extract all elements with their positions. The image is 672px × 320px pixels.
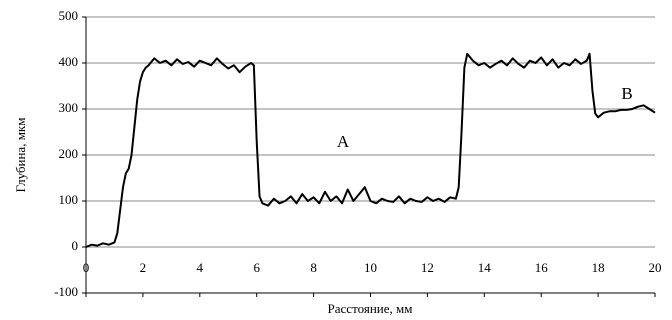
x-tick-label: 20 xyxy=(649,260,662,275)
x-tick-label: 0 xyxy=(83,260,90,275)
x-axis-label: Расстояние, мм xyxy=(328,301,413,316)
y-tick-label: 500 xyxy=(59,8,79,23)
x-tick-label: 2 xyxy=(140,260,147,275)
annotation: A xyxy=(337,132,350,151)
x-tick-label: 18 xyxy=(592,260,605,275)
x-tick-label: 10 xyxy=(364,260,377,275)
y-tick-label: -100 xyxy=(54,284,78,299)
y-tick-label: 300 xyxy=(59,100,79,115)
x-tick-label: 12 xyxy=(421,260,434,275)
x-tick-label: 16 xyxy=(535,260,549,275)
x-tick-label: 8 xyxy=(310,260,317,275)
y-tick-label: 0 xyxy=(72,238,79,253)
y-axis-label: Глубина, мкм xyxy=(13,118,28,193)
y-tick-label: 400 xyxy=(59,54,79,69)
x-tick-label: 4 xyxy=(197,260,204,275)
y-tick-label: 200 xyxy=(59,146,79,161)
y-tick-label: 100 xyxy=(59,192,79,207)
x-tick-label: 14 xyxy=(478,260,492,275)
annotation: B xyxy=(621,84,632,103)
x-tick-label: 6 xyxy=(253,260,260,275)
data-line xyxy=(85,52,656,248)
